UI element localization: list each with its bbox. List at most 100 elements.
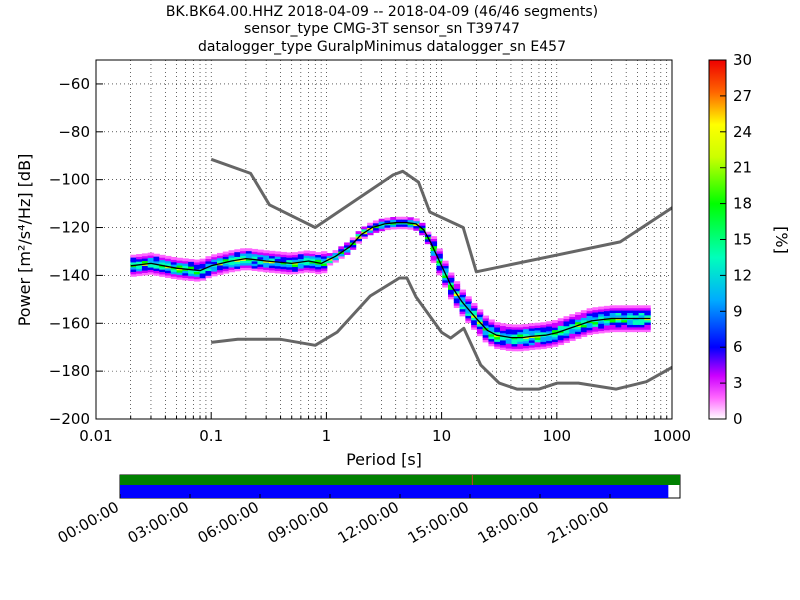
psd-cell	[217, 272, 224, 275]
psd-cell	[505, 348, 513, 351]
psd-cell	[309, 263, 316, 266]
psd-cell	[540, 329, 547, 333]
psd-cell	[159, 254, 166, 258]
psd-cell	[372, 227, 380, 231]
psd-cell	[528, 327, 536, 331]
psd-cell	[280, 251, 287, 255]
psd-cell	[193, 276, 201, 280]
colorbar-ticks: 0 3 6 9 12 15 18 21 24 27 30	[720, 51, 752, 428]
psd-cell	[609, 322, 617, 325]
psd-cell	[621, 310, 628, 313]
psd-cell	[274, 265, 282, 269]
psd-cell	[165, 267, 172, 271]
psd-cell	[488, 341, 495, 344]
psd-cell	[251, 248, 259, 252]
psd-cell	[482, 329, 490, 333]
psd-cell	[430, 252, 438, 256]
psd-cell	[268, 250, 276, 254]
psd-cell	[603, 322, 611, 326]
psd-cell	[442, 270, 449, 274]
psd-cell	[638, 326, 645, 330]
psd-cell	[436, 255, 443, 259]
psd-cell	[211, 254, 218, 258]
psd-cell	[569, 321, 576, 325]
psd-cell	[621, 329, 628, 333]
data_available-bar	[120, 475, 680, 485]
psd-cell	[274, 270, 282, 274]
psd-cell	[465, 313, 472, 316]
psd-cell	[199, 272, 207, 276]
psd-cell	[326, 262, 334, 266]
psd-cell	[448, 296, 455, 300]
psd-cell	[170, 268, 178, 272]
psd-cell	[430, 260, 438, 263]
psd-cell	[280, 263, 287, 267]
psd-cell	[424, 234, 432, 238]
psd-cell	[644, 319, 651, 323]
psd-cell	[240, 267, 247, 271]
colorbar-tick-label: 6	[733, 338, 743, 356]
psd-cell	[592, 323, 599, 327]
psd-cell	[280, 256, 287, 260]
psd-cell	[274, 258, 282, 262]
psd-cell	[136, 254, 143, 257]
psd-cell	[569, 328, 576, 332]
psd-cell	[217, 264, 224, 268]
psd-cell	[136, 273, 143, 277]
psd-cell	[228, 264, 235, 268]
psd-cell	[176, 260, 183, 264]
psd-cell	[644, 324, 651, 328]
psd-cell	[453, 281, 461, 285]
psd-cell	[407, 217, 414, 221]
psd-cell	[557, 334, 565, 338]
psd-cell	[546, 326, 553, 329]
psd-cell	[205, 272, 212, 276]
psd-cell	[205, 260, 212, 264]
psd-cell	[494, 341, 501, 345]
psd-cell	[424, 241, 432, 245]
psd-cell	[165, 272, 172, 276]
y-tick-label: −60	[58, 75, 90, 93]
psd-cell	[378, 218, 386, 222]
y-axis-label: Power [m²/s⁴/Hz] [dB]	[15, 154, 34, 327]
psd-cell	[188, 275, 195, 279]
psd-cell	[361, 226, 368, 230]
psd-cell	[598, 311, 605, 315]
psd-cell	[505, 328, 513, 332]
psd-cell	[303, 257, 311, 261]
psd-cell	[563, 337, 570, 341]
psd-cell	[182, 270, 189, 274]
psd-cell	[575, 336, 582, 339]
psd-cell	[557, 325, 565, 329]
psd-cell	[303, 269, 311, 273]
psd-cell	[609, 305, 617, 309]
psd-cell	[442, 265, 449, 269]
psd-cell	[523, 326, 530, 330]
psd-cell	[401, 216, 409, 220]
psd-cell	[130, 259, 137, 263]
psd-cell	[546, 323, 553, 327]
psd-cell	[499, 325, 507, 329]
psd-cell	[598, 306, 605, 310]
psd-cell	[511, 346, 518, 349]
psd-cell	[546, 321, 553, 325]
psd-cell	[401, 223, 409, 227]
psd-cell	[315, 252, 322, 256]
psd-cell	[534, 341, 542, 345]
psd-cell	[436, 248, 443, 252]
psd-cell	[534, 322, 542, 326]
psd-cell	[476, 311, 484, 315]
psd-cell	[609, 307, 617, 311]
psd-cell	[153, 272, 160, 276]
psd-cell	[557, 332, 565, 336]
colorbar-tick-label: 12	[733, 266, 752, 284]
psd-cell	[598, 328, 605, 331]
psd-cell	[476, 323, 484, 327]
psd-cell	[419, 230, 426, 233]
psd-cell	[349, 244, 357, 248]
psd-cell	[199, 265, 207, 269]
psd-cell	[632, 305, 640, 309]
psd-cell	[569, 330, 576, 334]
psd-cell	[205, 268, 212, 272]
psd-cell	[228, 266, 235, 270]
